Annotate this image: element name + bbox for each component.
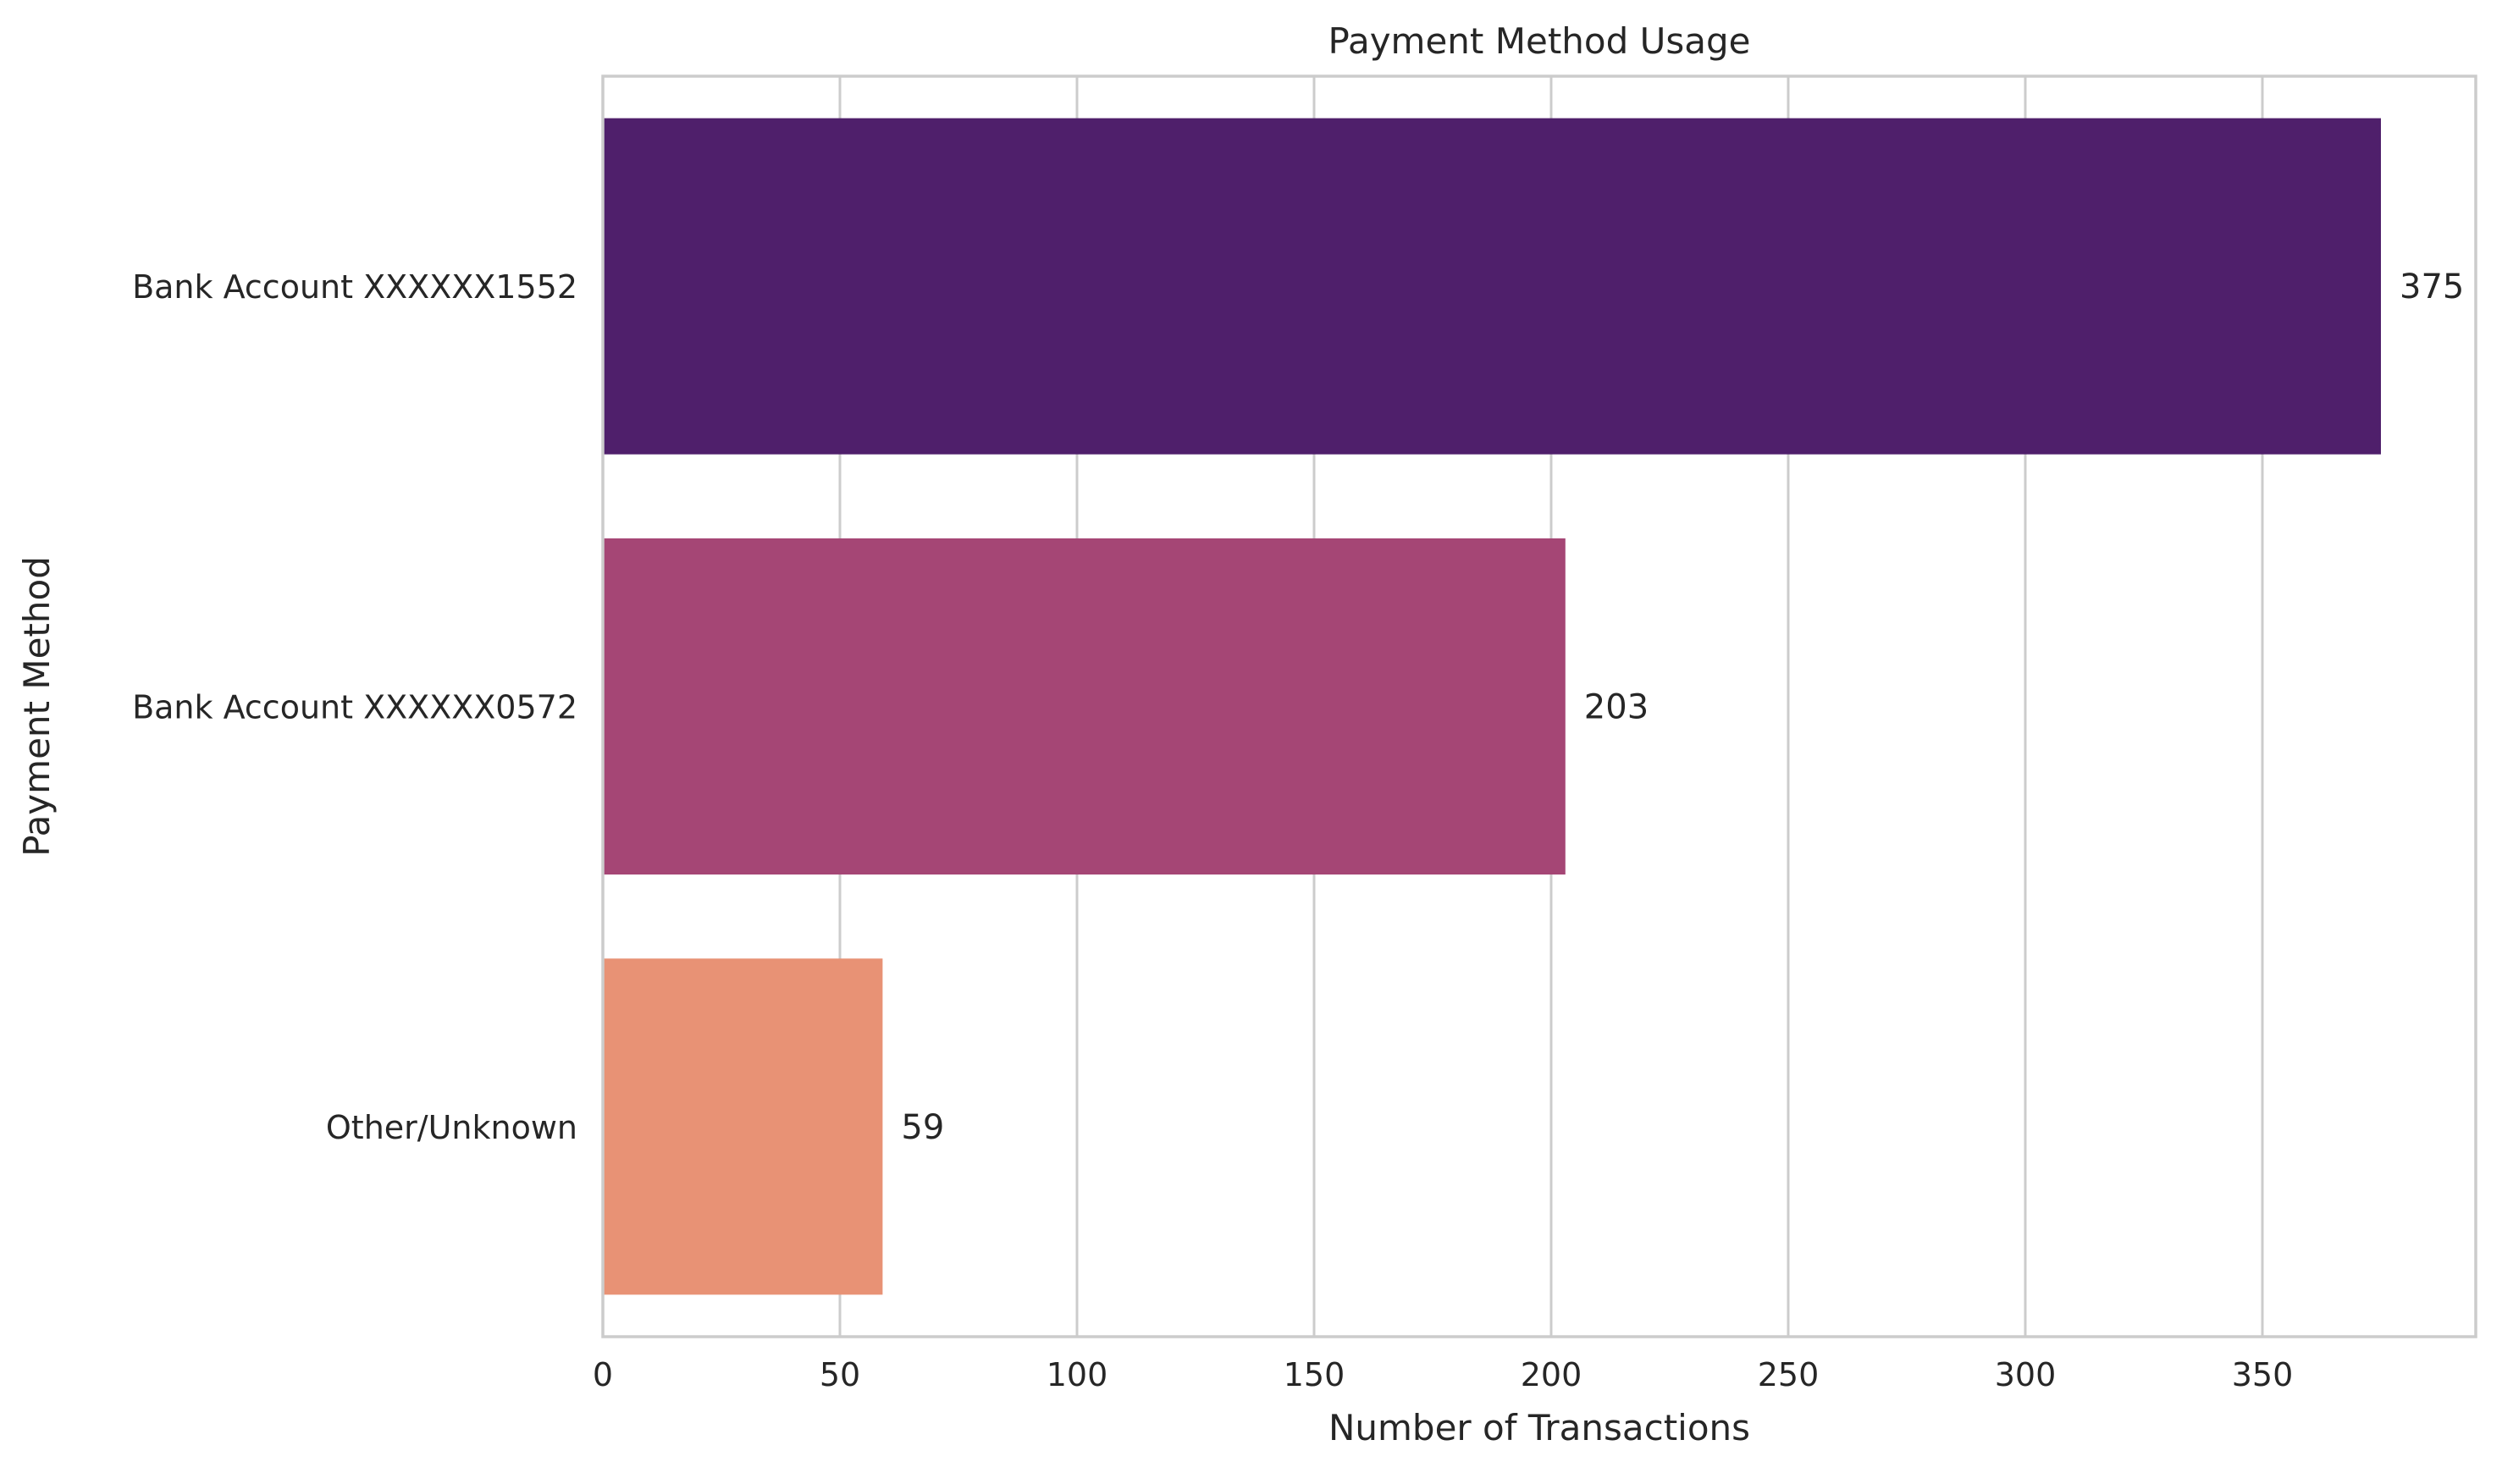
- y-tick-label: Bank Account XXXXXX1552: [132, 268, 577, 306]
- bar-value-label: 375: [2400, 268, 2464, 306]
- x-axis-title: Number of Transactions: [1328, 1407, 1750, 1448]
- chart-title: Payment Method Usage: [1328, 20, 1751, 62]
- bar-value-label: 203: [1584, 688, 1649, 727]
- plot-frame: [601, 74, 2477, 1338]
- bar-value-labels: 375 203 59: [901, 268, 2464, 1147]
- x-tick-label: 200: [1521, 1356, 1582, 1393]
- y-tick-label: Bank Account XXXXXX0572: [132, 689, 577, 726]
- bar-value-label: 59: [901, 1108, 944, 1147]
- x-tick-label: 350: [2232, 1356, 2294, 1393]
- bar: [603, 958, 883, 1295]
- y-axis-title: Payment Method: [16, 556, 58, 857]
- x-tick-label: 50: [820, 1356, 860, 1393]
- x-tick-label: 250: [1758, 1356, 1820, 1393]
- x-tick-label: 300: [1995, 1356, 2057, 1393]
- x-tick-label: 0: [593, 1356, 613, 1393]
- bars: [603, 118, 2381, 1295]
- x-axis-ticks: 0 50 100 150 200 250 300 350: [593, 1356, 2293, 1393]
- bar: [603, 118, 2381, 455]
- y-tick-label: Other/Unknown: [326, 1109, 577, 1146]
- x-tick-label: 100: [1047, 1356, 1108, 1393]
- bar: [603, 538, 1566, 875]
- y-axis-ticks: Bank Account XXXXXX1552 Bank Account XXXX…: [132, 268, 577, 1146]
- x-tick-label: 150: [1284, 1356, 1345, 1393]
